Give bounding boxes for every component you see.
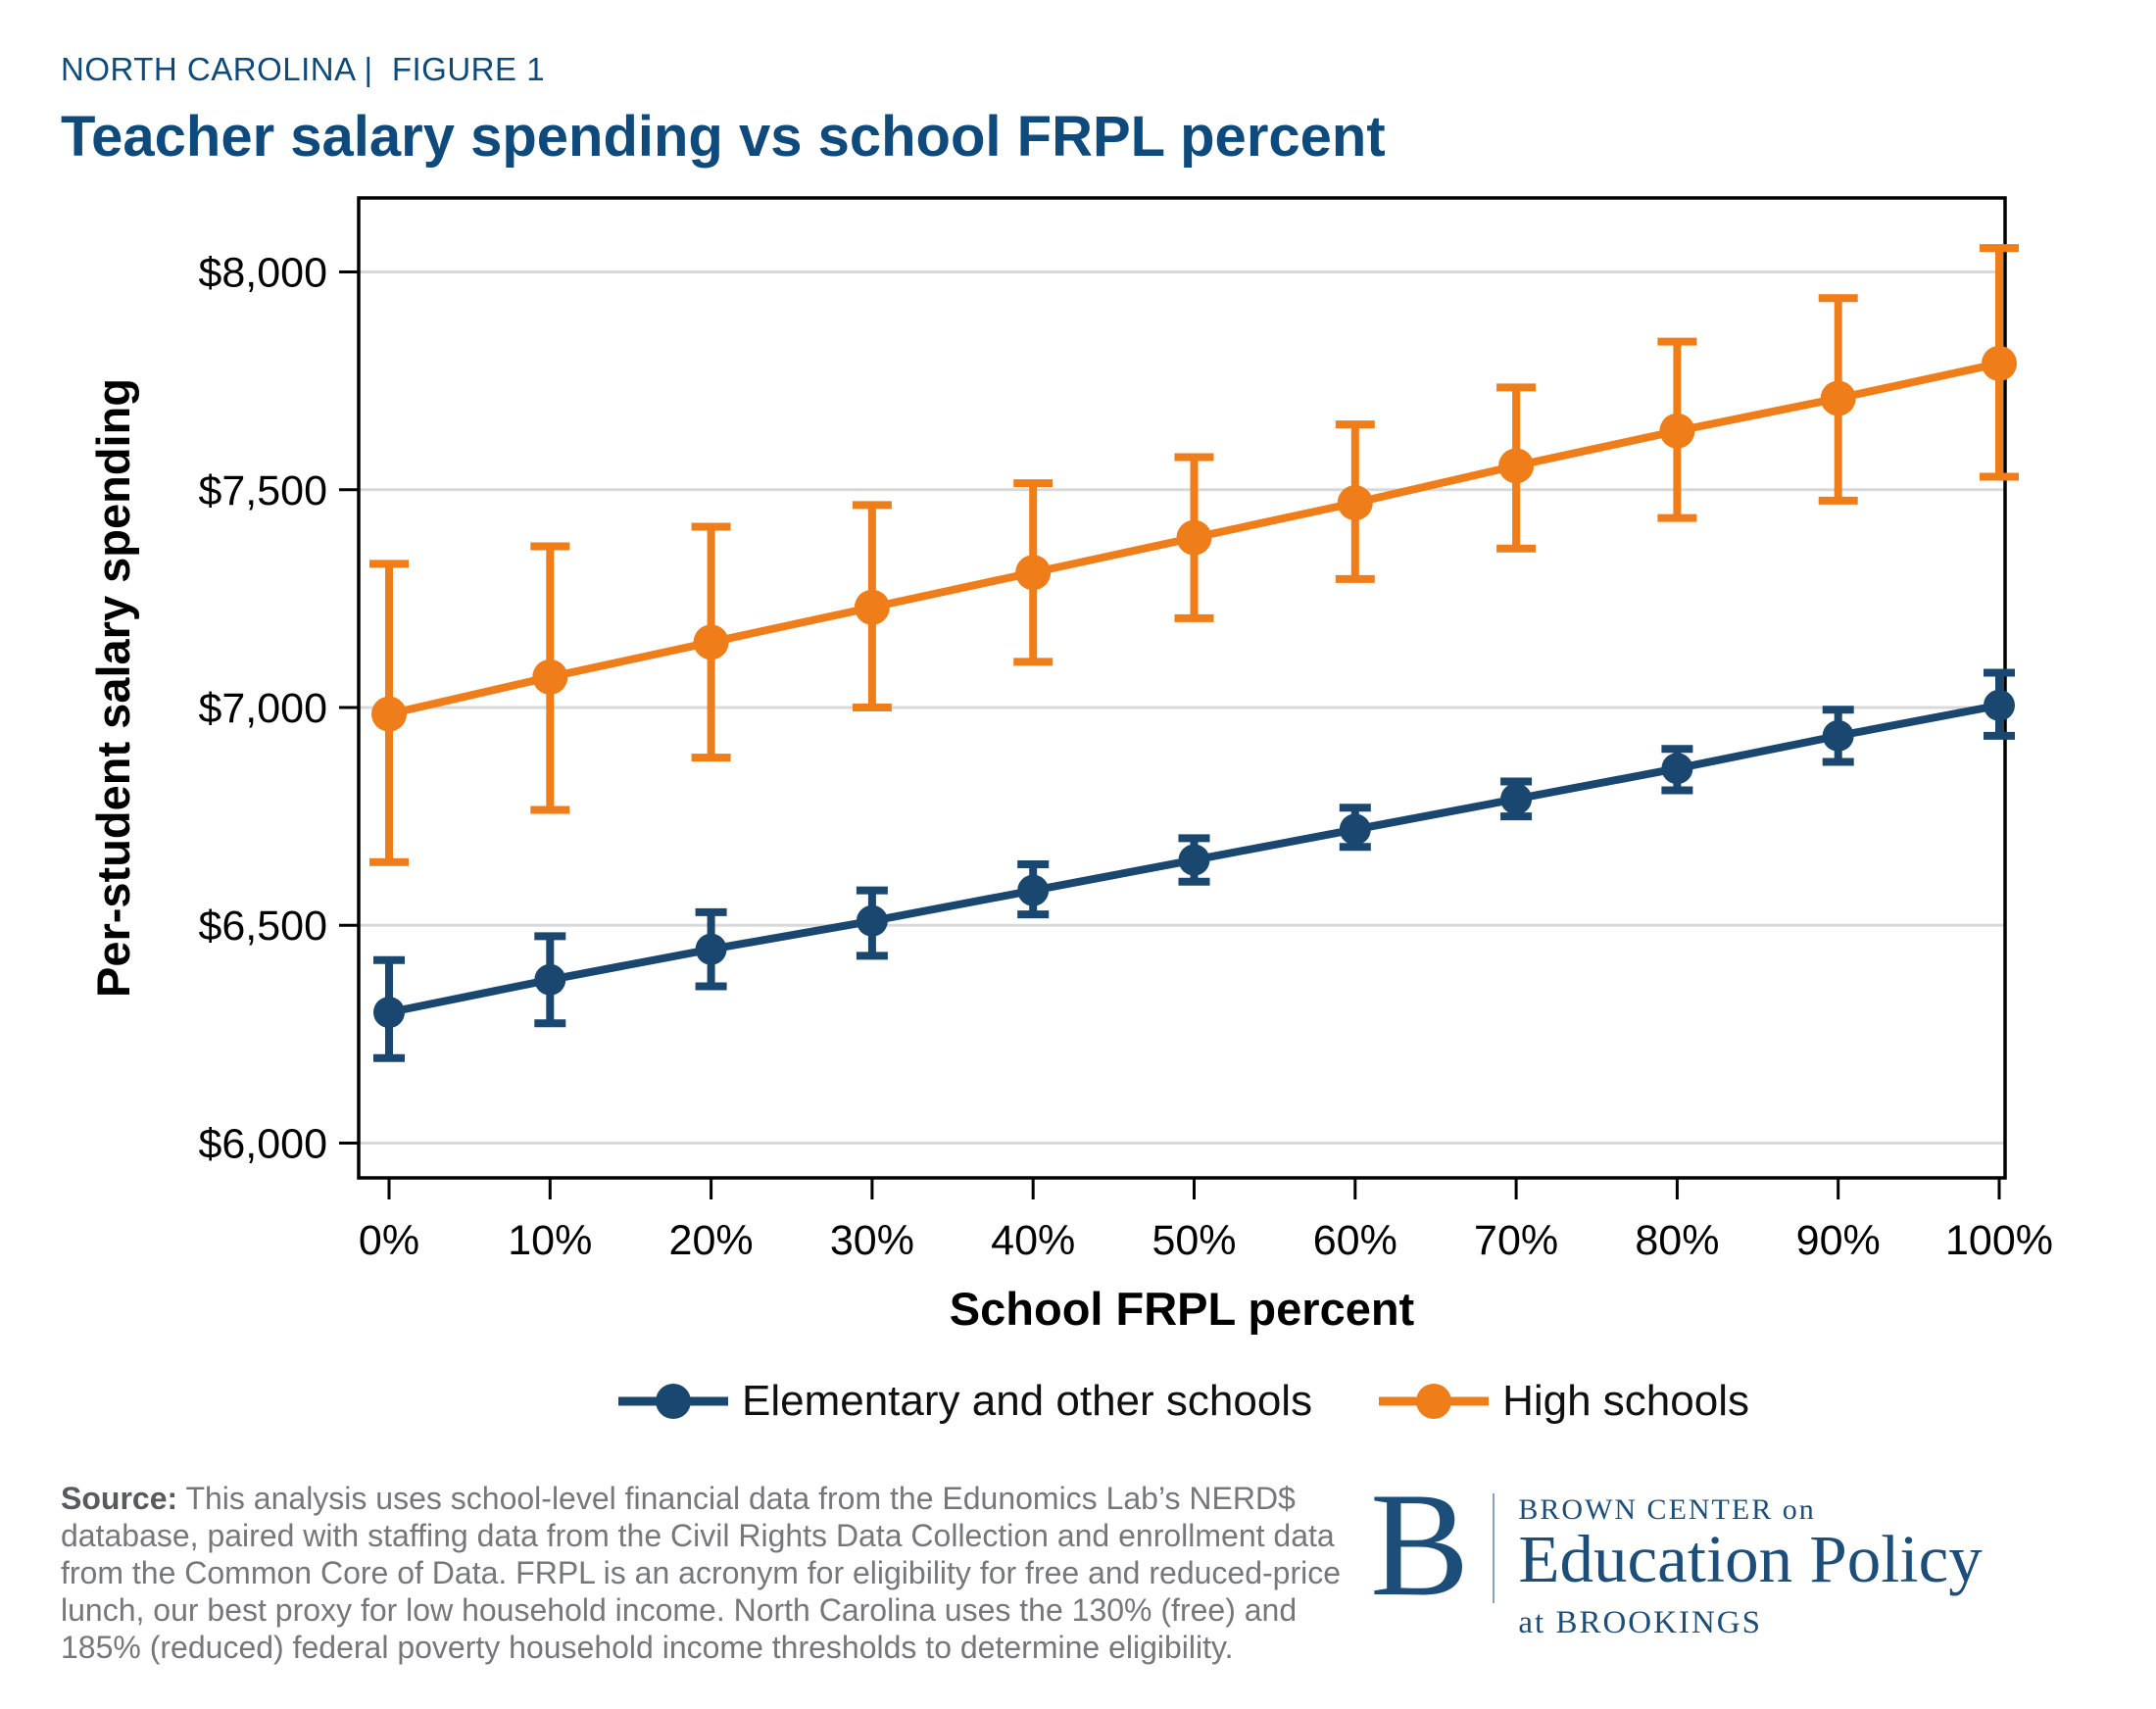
x-tick-label: 80% xyxy=(1635,1217,1719,1264)
y-tick-label: $8,000 xyxy=(198,250,327,297)
x-tick-label: 100% xyxy=(1945,1217,2053,1264)
y-axis-title: Per-student salary spending xyxy=(87,378,139,998)
logo-line2: Education Policy xyxy=(1518,1522,1983,1596)
y-tick-label: $6,500 xyxy=(198,903,327,950)
data-point-marker xyxy=(1498,448,1535,484)
series-high-schools xyxy=(369,244,2019,866)
x-tick-label: 90% xyxy=(1796,1217,1881,1264)
plot-border xyxy=(357,196,2007,1180)
x-axis-title: School FRPL percent xyxy=(950,1283,1415,1335)
data-point-marker xyxy=(532,659,568,695)
data-point-marker xyxy=(1015,555,1052,591)
data-point-marker xyxy=(1339,813,1371,846)
x-tick-label: 30% xyxy=(830,1217,914,1264)
data-point-marker xyxy=(695,933,727,965)
data-point-marker xyxy=(1982,345,2017,381)
legend-label-elementary: Elementary and other schools xyxy=(741,1377,1313,1425)
y-tick-label: $7,000 xyxy=(198,685,327,732)
x-tick-label: 40% xyxy=(991,1217,1075,1264)
data-point-marker xyxy=(1661,753,1693,785)
data-point-marker xyxy=(1820,380,1856,416)
x-tick-label: 10% xyxy=(508,1217,592,1264)
logo-line1: BROWN CENTER on xyxy=(1518,1493,1816,1526)
y-tick-label: $6,000 xyxy=(198,1120,327,1167)
x-tick-label: 60% xyxy=(1313,1217,1397,1264)
data-point-marker xyxy=(1984,689,2015,721)
chart-title: Teacher salary spending vs school FRPL p… xyxy=(61,105,1386,169)
data-point-marker xyxy=(534,963,566,996)
x-tick-label: 20% xyxy=(669,1217,754,1264)
legend-item-elementary: Elementary and other schools xyxy=(614,1377,1312,1426)
logo-divider xyxy=(1493,1493,1495,1603)
x-tick-label: 70% xyxy=(1474,1217,1558,1264)
data-point-marker xyxy=(1176,519,1212,556)
data-point-marker xyxy=(1659,413,1695,449)
y-tick-label: $7,500 xyxy=(198,467,327,514)
data-point-marker xyxy=(854,589,890,625)
legend-marker-high-schools-icon xyxy=(1379,1384,1490,1419)
chart-legend: Elementary and other schools High school… xyxy=(359,1377,2005,1426)
data-point-marker xyxy=(371,696,407,732)
series-elementary xyxy=(373,668,2015,1062)
legend-label-high-schools: High schools xyxy=(1502,1377,1749,1425)
legend-marker-elementary-icon xyxy=(617,1384,728,1419)
x-tick-label: 0% xyxy=(359,1217,419,1264)
legend-item-high-schools: High schools xyxy=(1375,1377,1749,1426)
logo-line3: at BROOKINGS xyxy=(1518,1604,1762,1640)
data-point-marker xyxy=(373,997,405,1029)
data-point-marker xyxy=(1337,485,1373,521)
source-label: Source: xyxy=(61,1481,178,1516)
data-point-marker xyxy=(856,904,888,937)
x-tick-label: 50% xyxy=(1152,1217,1236,1264)
axis-layer: $8,000 $7,500 $7,000 $6,500 $6,000 0% 10% 20% 30… xyxy=(198,196,2053,1264)
brookings-logo: B BROWN CENTER on Education Policy at BR… xyxy=(1370,1462,1983,1641)
logo-text: BROWN CENTER on Education Policy at BROO… xyxy=(1518,1484,1982,1641)
data-point-marker xyxy=(1822,719,1854,752)
data-point-marker xyxy=(1500,783,1533,815)
figure-eyebrow: NORTH CAROLINA | FIGURE 1 xyxy=(61,51,546,87)
series-layer xyxy=(369,244,2019,1062)
data-point-marker xyxy=(693,624,729,660)
source-text: This analysis uses school-level financia… xyxy=(61,1481,1342,1665)
grid-layer xyxy=(359,270,2005,1145)
data-point-marker xyxy=(1017,874,1050,906)
data-point-marker xyxy=(1178,844,1210,876)
brookings-monogram-icon: B xyxy=(1370,1462,1470,1627)
source-note: Source: This analysis uses school-level … xyxy=(61,1480,1369,1666)
